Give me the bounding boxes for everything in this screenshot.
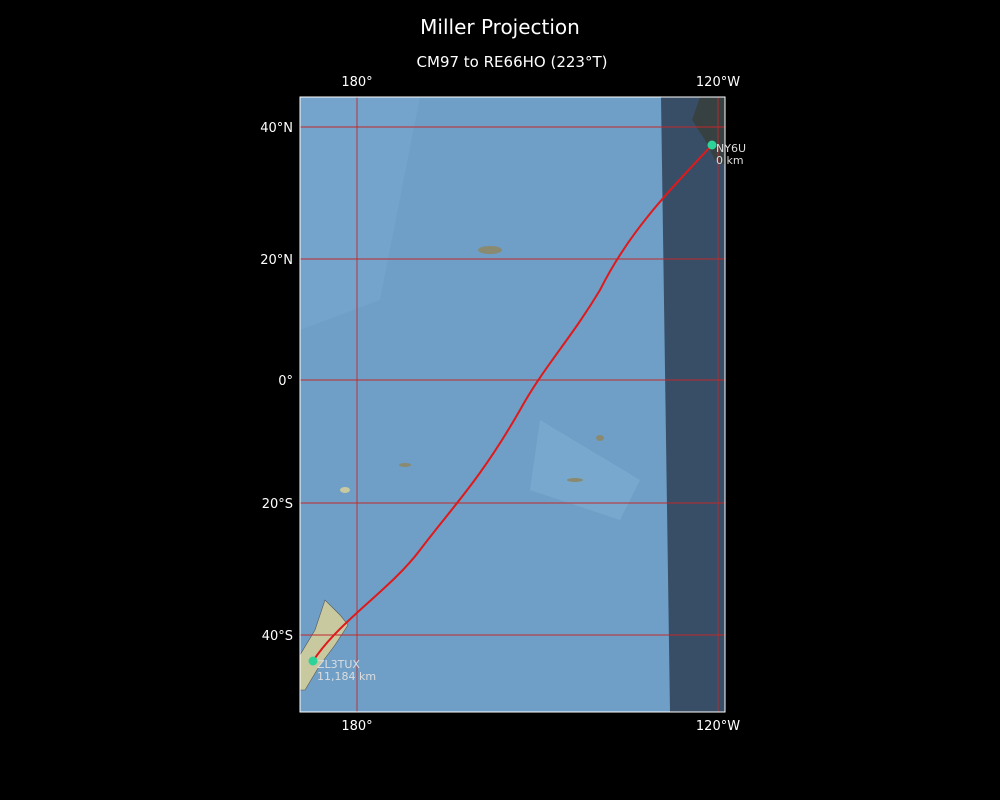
island xyxy=(399,463,411,467)
longitude-label: 120°W xyxy=(696,75,740,90)
island xyxy=(567,478,583,482)
station-marker xyxy=(707,140,717,150)
map-area xyxy=(300,97,725,712)
station-distance: 0 km xyxy=(716,154,744,167)
latitude-label: 20°N xyxy=(260,253,293,268)
island xyxy=(478,246,502,254)
longitude-label: 180° xyxy=(341,719,372,734)
latitude-label: 40°N xyxy=(260,121,293,136)
latitude-label: 40°S xyxy=(262,629,293,644)
subtitle: CM97 to RE66HO (223°T) xyxy=(417,53,608,71)
station-distance: 11,184 km xyxy=(317,670,376,683)
island xyxy=(596,435,604,441)
title: Miller Projection xyxy=(420,15,580,39)
latitude-label: 0° xyxy=(278,374,293,389)
great-circle-path xyxy=(312,144,713,662)
station-marker xyxy=(308,656,318,666)
shallow xyxy=(530,420,640,520)
night-shade xyxy=(661,97,725,712)
graticule xyxy=(300,97,725,712)
station-call: NY6U xyxy=(716,142,746,155)
station-call: ZL3TUX xyxy=(317,658,360,671)
latitude-label: 20°S xyxy=(262,497,293,512)
island xyxy=(340,487,350,493)
map-frame xyxy=(299,96,726,713)
longitude-label: 180° xyxy=(341,75,372,90)
shallow xyxy=(300,97,420,330)
longitude-label: 120°W xyxy=(696,719,740,734)
